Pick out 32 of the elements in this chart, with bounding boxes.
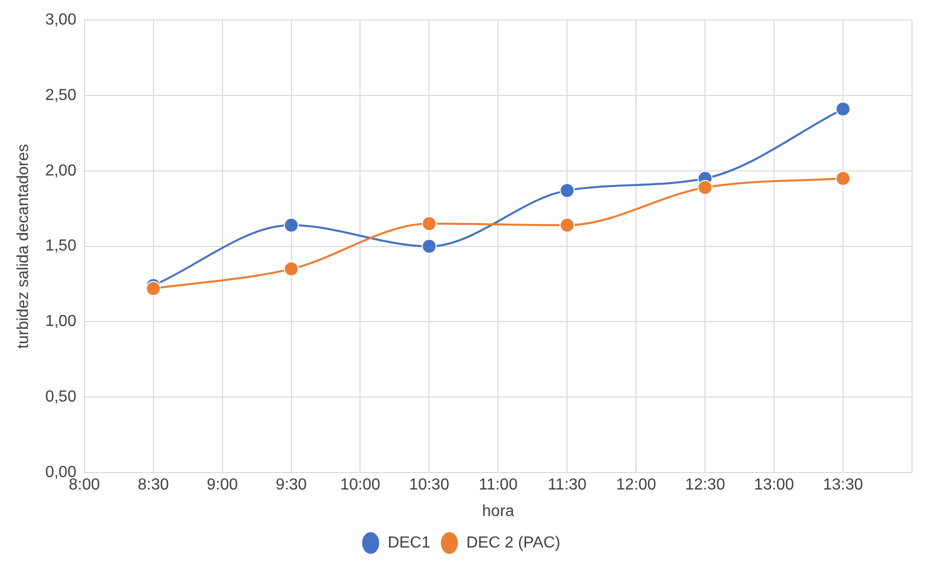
point — [698, 180, 713, 195]
point — [560, 182, 575, 198]
x-tick-label: 11:30 — [548, 476, 587, 494]
y-tick-label: 1,00 — [45, 313, 76, 330]
y-tick-label: 3,00 — [45, 11, 76, 28]
point — [284, 218, 299, 233]
y-tick-label: 2,00 — [45, 162, 76, 180]
point — [146, 281, 161, 296]
point — [560, 218, 575, 233]
legend-label: DEC 2 (PAC) — [466, 534, 560, 552]
point — [284, 261, 299, 276]
point — [422, 238, 437, 254]
point — [422, 216, 437, 232]
x-tick-label: 13:00 — [754, 476, 794, 494]
x-tick-label: 13:30 — [823, 476, 864, 494]
x-tick-label: 8:30 — [138, 476, 169, 494]
x-tick-label: 11:00 — [478, 476, 518, 494]
y-tick-label: 2,50 — [45, 86, 76, 104]
x-tick-label: 9:00 — [206, 476, 238, 494]
y-tick-label: 0,50 — [45, 388, 76, 406]
x-tick-label: 10:00 — [340, 476, 380, 494]
point — [836, 102, 851, 117]
x-tick-label: 8:00 — [68, 476, 100, 494]
legend-label: DEC1 — [388, 534, 430, 552]
x-tick-label: 9:30 — [276, 476, 307, 494]
y-tick-label: 1,50 — [45, 238, 76, 255]
point — [836, 170, 851, 186]
x-axis-title: hora — [482, 502, 514, 520]
x-tick-label: 12:00 — [616, 476, 656, 494]
y-axis-title: turbidez salida decantadores — [15, 144, 32, 349]
x-tick-label: 10:30 — [409, 476, 450, 494]
x-tick-label: 12:30 — [685, 476, 726, 494]
